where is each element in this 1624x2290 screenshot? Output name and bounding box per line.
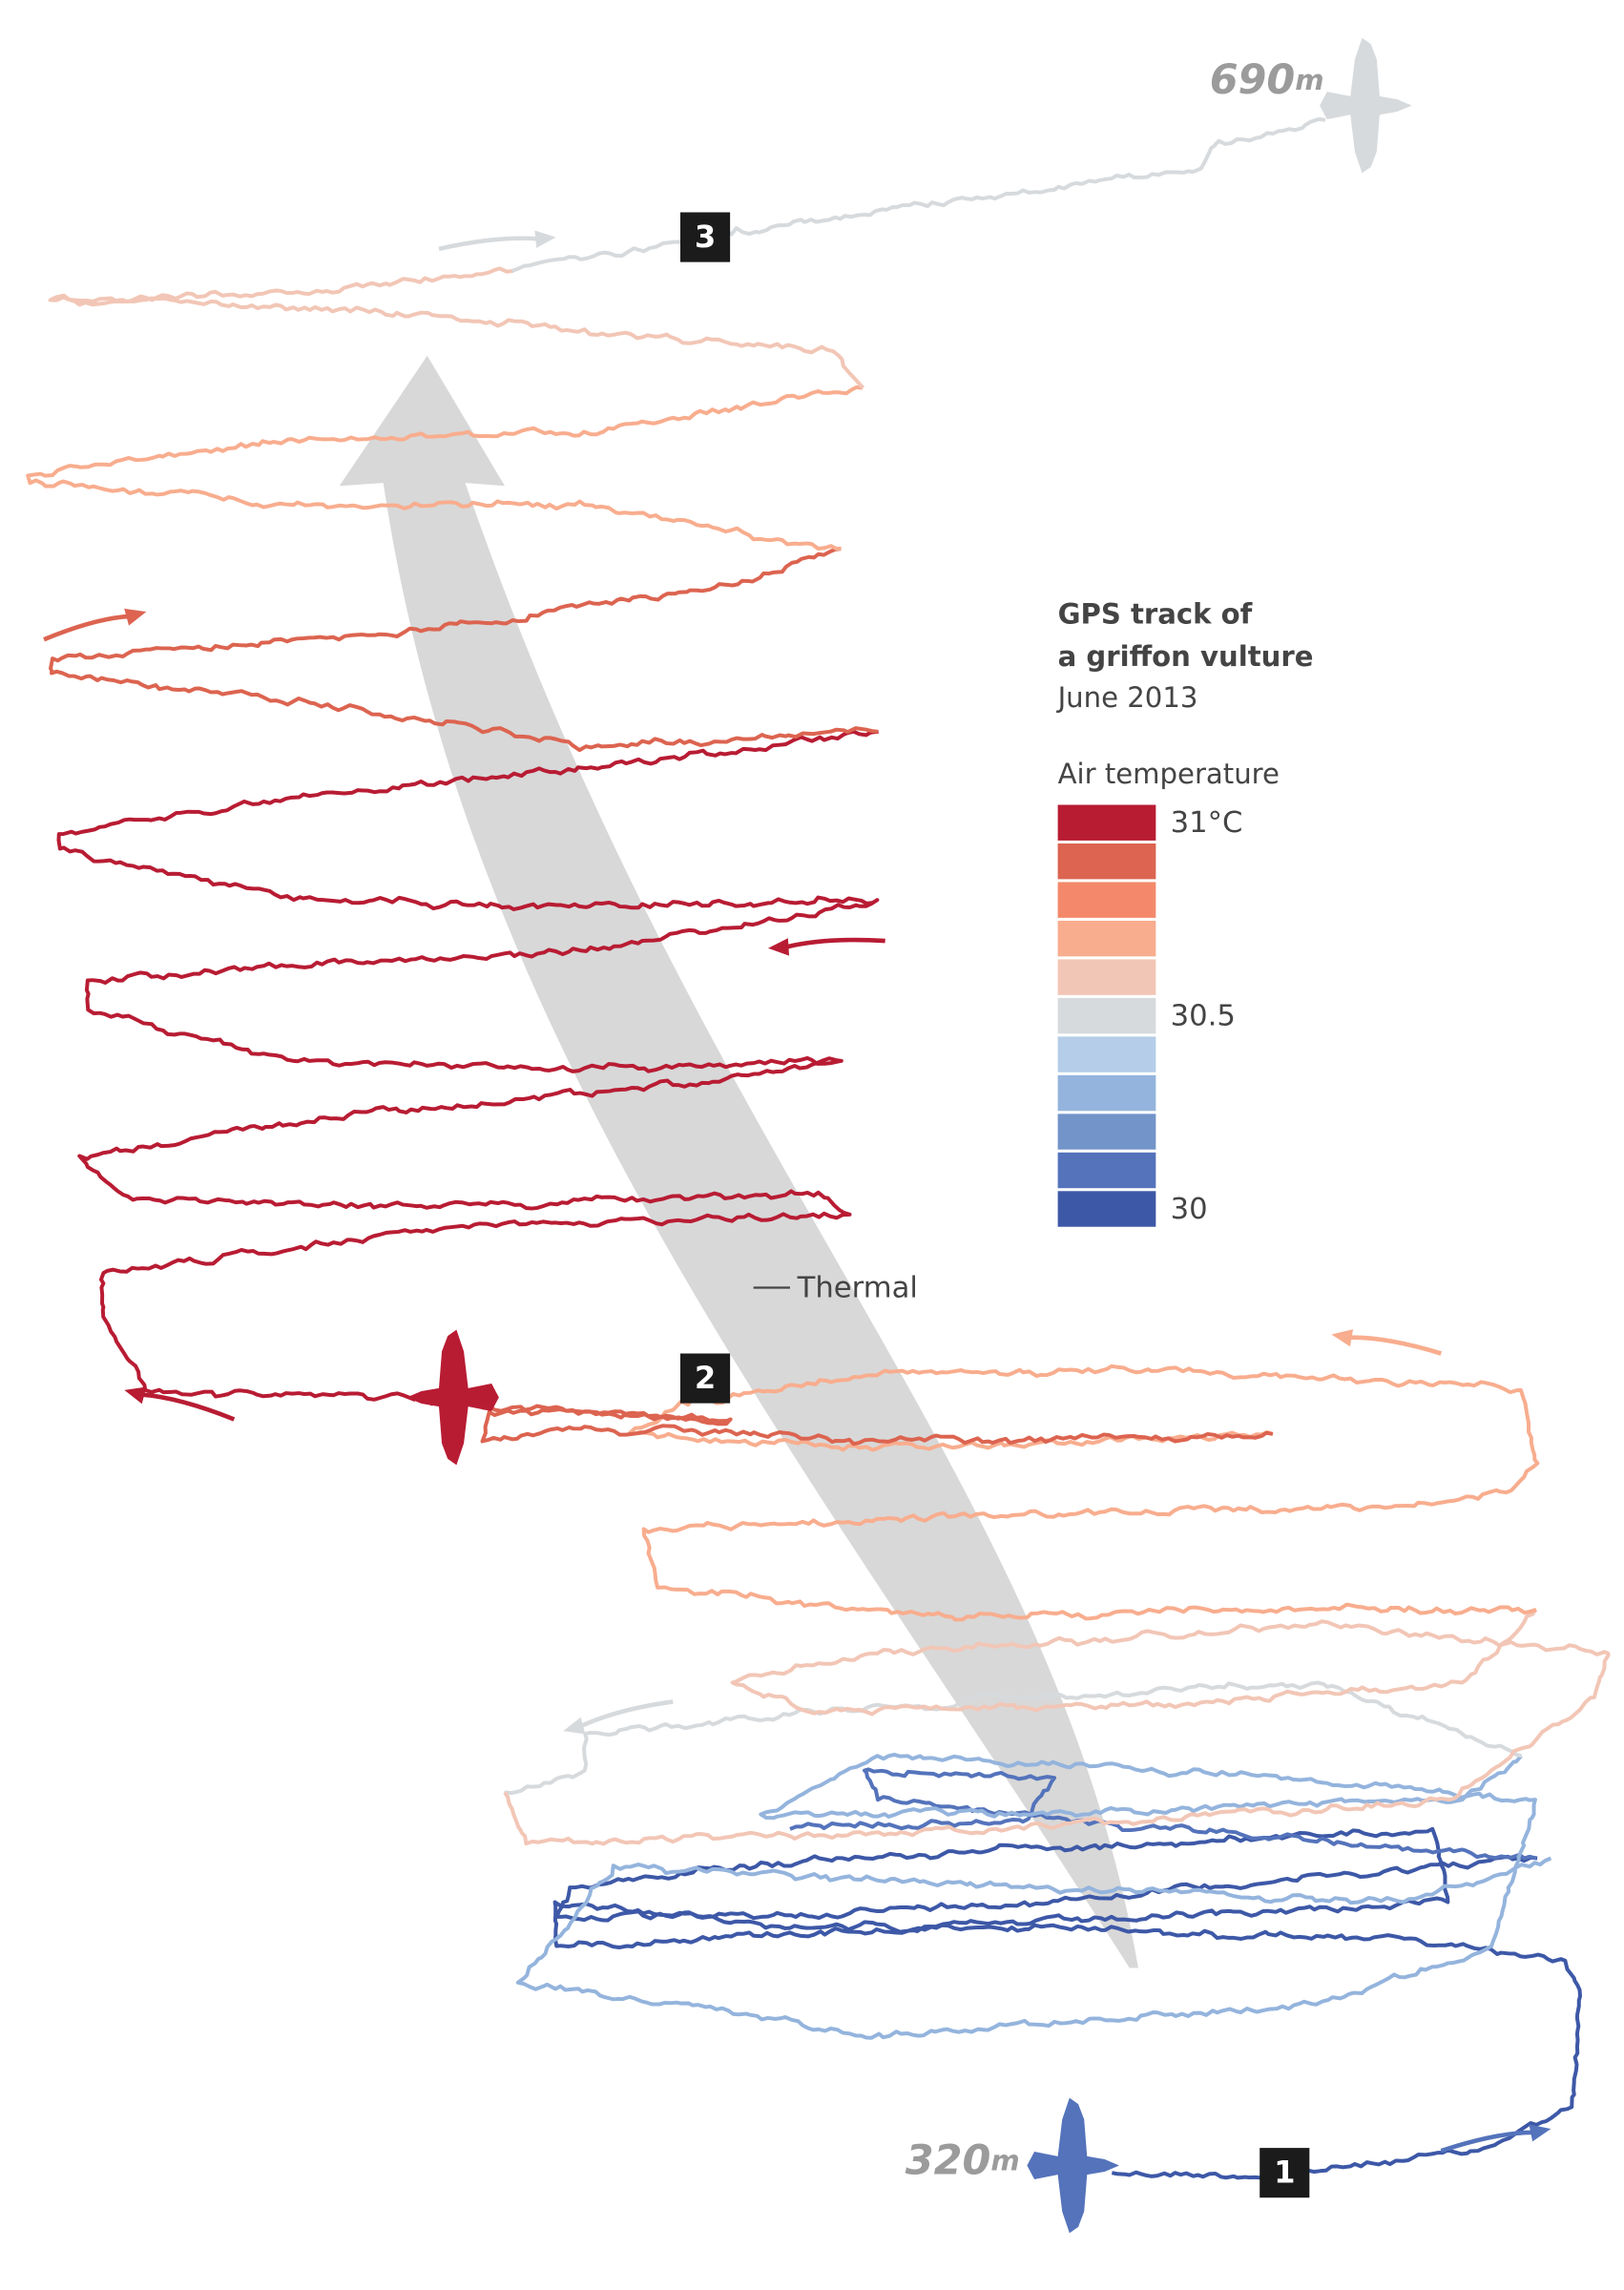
track-segment	[552, 1826, 1582, 2180]
track-segment	[789, 1767, 1537, 1861]
legend-swatch	[1057, 843, 1156, 880]
legend-label: 31°C	[1171, 806, 1243, 840]
legend-swatch	[1057, 959, 1156, 995]
arrow-head	[124, 608, 147, 626]
track-segment	[480, 1404, 1274, 1447]
thermal-arrow	[339, 355, 1138, 1968]
altitude-unit: m	[1295, 64, 1323, 96]
altitude-end: 690m	[1210, 56, 1324, 104]
legend-swatch	[1057, 997, 1156, 1034]
legend-swatch	[1057, 1152, 1156, 1189]
track-segment	[56, 729, 880, 1410]
legend-label: 30.5	[1171, 1000, 1236, 1033]
legend: GPS track of a griffon vulture June 2013…	[1056, 598, 1314, 1227]
direction-arrow	[784, 937, 885, 949]
waypoint-box	[680, 1353, 731, 1404]
track-segment	[504, 1680, 1523, 1796]
direction-arrow	[579, 1699, 674, 1729]
waypoint-label: 2	[695, 1360, 716, 1396]
legend-title: GPS track of	[1058, 598, 1253, 631]
birds	[406, 37, 1412, 2234]
legend-swatch	[1057, 1074, 1156, 1112]
track-segment	[511, 116, 1326, 273]
direction-arrow	[438, 236, 539, 252]
track-segment	[515, 1752, 1552, 2040]
direction-arrows	[43, 230, 1551, 2154]
waypoint-3: 3	[680, 212, 731, 262]
arrow-head	[768, 938, 789, 956]
direction-arrow	[140, 1392, 236, 1422]
arrow-head	[1331, 1329, 1354, 1347]
track-segment	[503, 1608, 1611, 1846]
arrow-head	[563, 1717, 586, 1735]
legend-swatch	[1057, 1191, 1156, 1227]
direction-arrow	[1348, 1335, 1443, 1356]
legend-swatch	[1057, 804, 1156, 841]
legend-swatch	[1057, 920, 1156, 957]
bird-silhouette	[1027, 2097, 1119, 2234]
altitude-start: 320m	[906, 2136, 1020, 2184]
bird-silhouette	[1320, 37, 1412, 174]
altitude-value: 320	[906, 2136, 991, 2184]
altitude-unit: m	[990, 2144, 1019, 2176]
altitude-value: 690	[1210, 56, 1296, 104]
bird-silhouette	[406, 1329, 499, 1466]
track-segment	[626, 1364, 1540, 1622]
direction-arrow	[1440, 2130, 1534, 2154]
waypoint-label: 3	[695, 219, 716, 255]
legend-swatch	[1057, 1036, 1156, 1072]
gps-track	[26, 116, 1611, 2180]
waypoint-box	[680, 212, 731, 262]
track-segment	[49, 547, 879, 753]
waypoint-2: 2	[680, 1353, 731, 1404]
direction-arrow	[43, 614, 130, 642]
waypoint-box	[1260, 2148, 1310, 2198]
waypoint-1: 1	[1260, 2148, 1310, 2198]
track-segment	[48, 266, 865, 389]
arrow-head	[124, 1386, 147, 1405]
arrow-head	[534, 230, 556, 248]
legend-swatch	[1057, 882, 1156, 918]
thermal-label: Thermal	[797, 1272, 918, 1305]
thermal-shape	[339, 355, 1138, 1968]
legend-title: a griffon vulture	[1058, 640, 1314, 673]
legend-swatch	[1057, 1114, 1156, 1150]
legend-date: June 2013	[1056, 681, 1198, 714]
track-segment	[26, 385, 864, 552]
legend-scale-title: Air temperature	[1058, 758, 1280, 790]
waypoint-label: 1	[1274, 2155, 1295, 2191]
legend-label: 30	[1171, 1193, 1208, 1226]
arrow-head	[1529, 2124, 1551, 2142]
